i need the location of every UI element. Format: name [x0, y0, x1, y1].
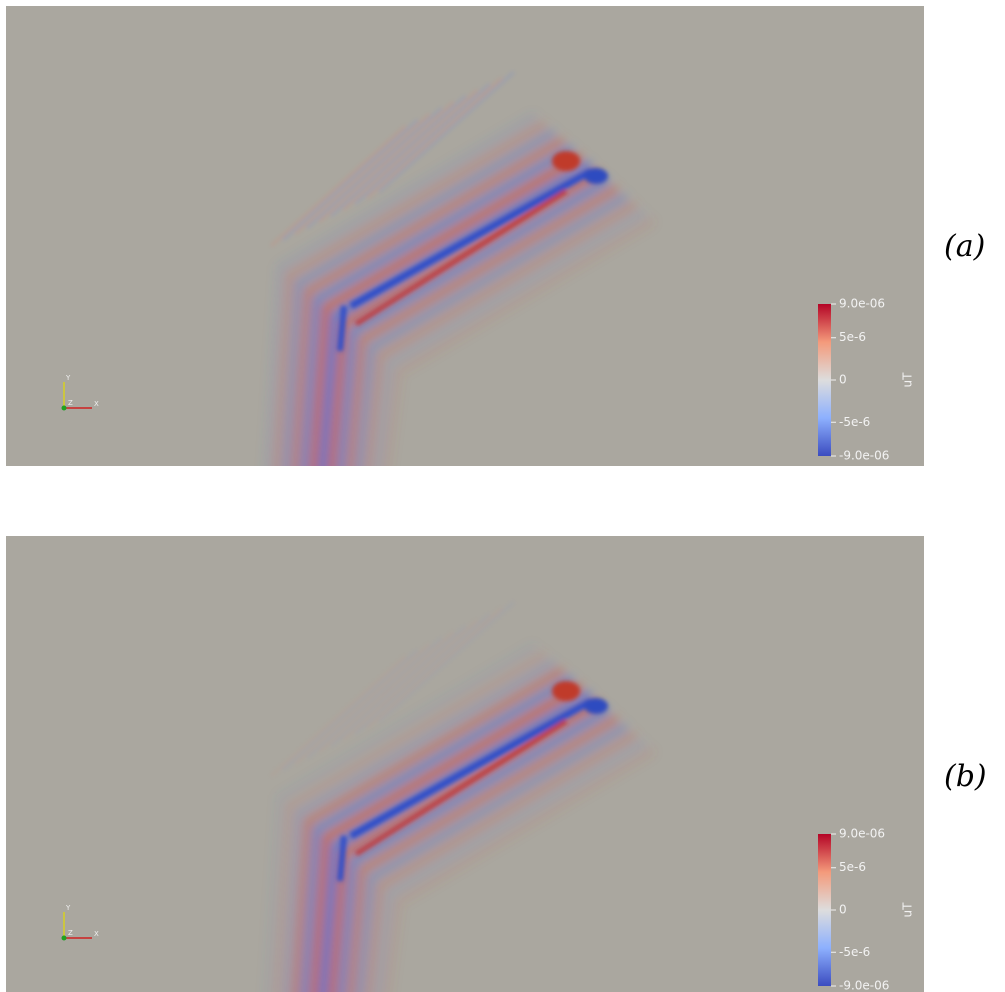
- source-red: [552, 681, 580, 701]
- wave-band: [300, 145, 574, 466]
- ripple: [354, 612, 491, 736]
- axis-z-label: Z: [68, 399, 73, 407]
- ripple: [318, 630, 455, 754]
- ripple: [294, 112, 431, 236]
- wave-band: [273, 121, 547, 466]
- source-blue: [584, 698, 608, 714]
- ripple: [306, 106, 443, 230]
- wave-band: [363, 731, 637, 992]
- ripple: [330, 624, 467, 748]
- ripples: [270, 70, 515, 248]
- core-red: [354, 188, 568, 327]
- wave-field: [264, 600, 655, 992]
- wave-bands: [264, 113, 655, 466]
- wave-band: [264, 643, 538, 992]
- ripple: [366, 606, 503, 730]
- source-red: [552, 151, 580, 171]
- axis-z: [61, 935, 67, 941]
- colorbar-tick-label: 5e-6: [839, 330, 866, 344]
- ripple: [282, 648, 419, 772]
- colorbar-title: uT: [901, 372, 915, 388]
- ripple: [282, 118, 419, 242]
- ripple: [342, 88, 479, 212]
- wave-band: [282, 129, 556, 466]
- wave-core: [337, 681, 608, 882]
- panel-label: (a): [944, 229, 985, 264]
- axis-z: [61, 405, 67, 411]
- ripple: [294, 642, 431, 766]
- wave-band: [354, 723, 628, 992]
- ripple: [378, 600, 515, 724]
- colorbar: [818, 304, 831, 456]
- colorbar-tick-label: 5e-6: [839, 860, 866, 874]
- kink-blue: [337, 305, 347, 352]
- panel: 9.0e-06 5e-6 0 -5e-6 -9.0e-06 uT X Y Z: [6, 536, 924, 992]
- wave-band: [354, 193, 628, 466]
- colorbar-tick-label: 0: [839, 373, 847, 387]
- ripple: [330, 94, 467, 218]
- core-red: [354, 718, 568, 857]
- wave-band: [373, 739, 646, 992]
- colorbar-tick-label: -5e-6: [839, 415, 870, 429]
- colorbar-title: uT: [901, 902, 915, 918]
- wave-band: [382, 747, 655, 992]
- wave-band: [273, 651, 547, 992]
- wave-band: [291, 667, 565, 992]
- axis-x-label: X: [94, 930, 99, 938]
- wave-band: [309, 683, 583, 992]
- wave-band: [372, 209, 646, 466]
- wave-band: [309, 153, 583, 466]
- ripple: [342, 618, 479, 742]
- wave-band: [318, 161, 592, 466]
- colorbar-tick-label: -9.0e-06: [839, 449, 889, 463]
- wave-band: [336, 707, 610, 992]
- wave-band: [363, 201, 637, 466]
- axis-y-label: Y: [65, 904, 71, 912]
- kink-blue: [337, 835, 347, 882]
- ripple: [318, 100, 455, 224]
- axis-x-label: X: [94, 400, 99, 408]
- core-blue: [349, 167, 593, 310]
- wave-field: [264, 70, 655, 466]
- wave-band: [282, 659, 556, 992]
- colorbar-tick-label: -5e-6: [839, 945, 870, 959]
- wave-core: [337, 151, 608, 352]
- wave-band: [336, 177, 610, 466]
- colorbar-tick-label: 9.0e-06: [839, 827, 885, 841]
- axis-z-label: Z: [68, 929, 73, 937]
- ripple: [270, 124, 407, 248]
- ripples: [270, 600, 515, 778]
- source-blue: [584, 168, 608, 184]
- ripple: [378, 70, 515, 194]
- panel-label: (b): [944, 759, 987, 794]
- wave-bands: [264, 643, 655, 992]
- ripple: [306, 636, 443, 760]
- wave-band: [345, 185, 619, 466]
- ripple: [354, 82, 491, 206]
- colorbar-tick-label: 0: [839, 903, 847, 917]
- colorbar: [818, 834, 831, 986]
- ripple: [270, 654, 407, 778]
- wave-band: [345, 715, 619, 992]
- wave-band: [264, 113, 538, 466]
- colorbar-tick-label: 9.0e-06: [839, 297, 885, 311]
- wave-band: [381, 217, 655, 466]
- wave-band: [300, 675, 574, 992]
- axis-y-label: Y: [65, 374, 71, 382]
- wave-band: [291, 137, 565, 466]
- core-blue: [349, 697, 593, 840]
- colorbar-tick-label: -9.0e-06: [839, 979, 889, 992]
- panel: 9.0e-06 5e-6 0 -5e-6 -9.0e-06 uT X Y Z: [6, 6, 924, 466]
- wave-band: [318, 691, 592, 992]
- ripple: [366, 76, 503, 200]
